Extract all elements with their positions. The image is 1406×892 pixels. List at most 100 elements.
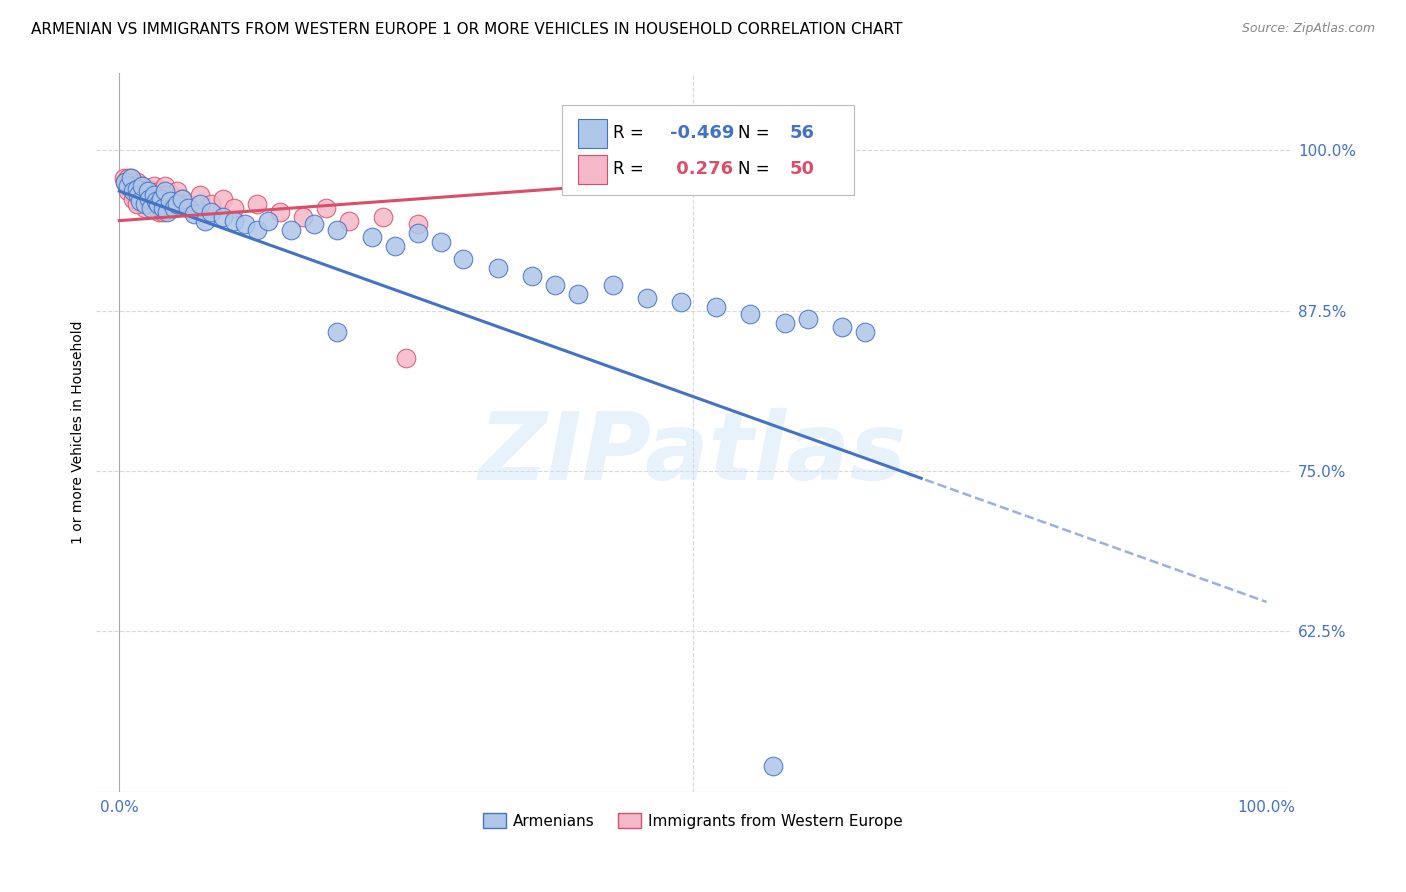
Point <box>704 300 727 314</box>
Text: 0.276: 0.276 <box>671 161 734 178</box>
Point <box>153 188 176 202</box>
Text: ZIPatlas: ZIPatlas <box>479 408 907 500</box>
Point <box>831 320 853 334</box>
Point <box>486 261 509 276</box>
FancyBboxPatch shape <box>561 105 853 195</box>
Point <box>159 194 181 209</box>
Point <box>796 312 818 326</box>
Point <box>326 326 349 340</box>
Point <box>257 213 280 227</box>
Point <box>149 192 172 206</box>
Point <box>163 201 186 215</box>
Point <box>522 268 544 283</box>
FancyBboxPatch shape <box>578 119 607 148</box>
Text: R =: R = <box>613 161 650 178</box>
Point <box>172 192 194 206</box>
Point <box>152 192 174 206</box>
Point <box>269 204 291 219</box>
FancyBboxPatch shape <box>578 155 607 184</box>
Point <box>246 197 269 211</box>
Point <box>166 197 188 211</box>
Point <box>172 192 194 206</box>
Point <box>211 192 233 206</box>
Point <box>136 181 159 195</box>
Point <box>129 184 152 198</box>
Text: N =: N = <box>738 124 775 143</box>
Point <box>125 197 148 211</box>
Point <box>200 197 222 211</box>
Point <box>200 204 222 219</box>
Point <box>406 227 429 241</box>
Point <box>183 207 205 221</box>
Point <box>148 204 170 219</box>
Point <box>222 201 245 215</box>
Point <box>134 201 156 215</box>
Point <box>153 178 176 193</box>
Point <box>222 213 245 227</box>
Point <box>148 184 170 198</box>
Point <box>246 222 269 236</box>
Text: ARMENIAN VS IMMIGRANTS FROM WESTERN EUROPE 1 OR MORE VEHICLES IN HOUSEHOLD CORRE: ARMENIAN VS IMMIGRANTS FROM WESTERN EURO… <box>31 22 903 37</box>
Legend: Armenians, Immigrants from Western Europe: Armenians, Immigrants from Western Europ… <box>477 806 910 835</box>
Y-axis label: 1 or more Vehicles in Household: 1 or more Vehicles in Household <box>72 321 86 544</box>
Point <box>122 192 145 206</box>
Point <box>112 171 135 186</box>
Point <box>141 201 163 215</box>
Point <box>153 184 176 198</box>
Point <box>148 197 170 211</box>
Point <box>177 197 200 211</box>
Point <box>177 201 200 215</box>
Point <box>235 218 257 232</box>
Point <box>152 204 174 219</box>
Point <box>671 294 693 309</box>
Point <box>122 178 145 193</box>
Point <box>145 194 167 209</box>
Point <box>853 326 876 340</box>
Point <box>117 171 139 186</box>
Point <box>136 184 159 198</box>
Point <box>152 201 174 215</box>
Point <box>360 230 382 244</box>
Point <box>120 178 142 193</box>
Point <box>636 291 658 305</box>
Point <box>122 181 145 195</box>
Point <box>142 188 165 202</box>
Point <box>337 213 360 227</box>
Text: Source: ZipAtlas.com: Source: ZipAtlas.com <box>1241 22 1375 36</box>
Point <box>602 277 624 292</box>
Point <box>280 222 302 236</box>
Point <box>127 188 149 202</box>
Point <box>211 210 233 224</box>
Point <box>188 188 211 202</box>
Point <box>131 178 153 193</box>
Point <box>122 184 145 198</box>
Point <box>326 222 349 236</box>
Point <box>406 218 429 232</box>
Point <box>141 184 163 198</box>
Point <box>114 175 136 189</box>
Point <box>117 178 139 193</box>
Point <box>740 307 762 321</box>
Point <box>138 192 160 206</box>
Point <box>304 218 326 232</box>
Point <box>146 188 169 202</box>
Point <box>142 197 165 211</box>
Point <box>117 184 139 198</box>
Point <box>120 175 142 189</box>
Point <box>160 188 183 202</box>
Point <box>194 213 217 227</box>
Point <box>544 277 567 292</box>
Text: 50: 50 <box>790 161 814 178</box>
Point <box>120 171 142 186</box>
Point <box>131 184 153 198</box>
Point <box>762 759 785 773</box>
Point <box>315 201 337 215</box>
Point <box>117 178 139 193</box>
Point <box>129 194 152 209</box>
Point <box>567 286 589 301</box>
Text: R =: R = <box>613 124 650 143</box>
Point <box>291 210 314 224</box>
Point <box>134 188 156 202</box>
Text: -0.469: -0.469 <box>671 124 735 143</box>
Point <box>156 197 179 211</box>
